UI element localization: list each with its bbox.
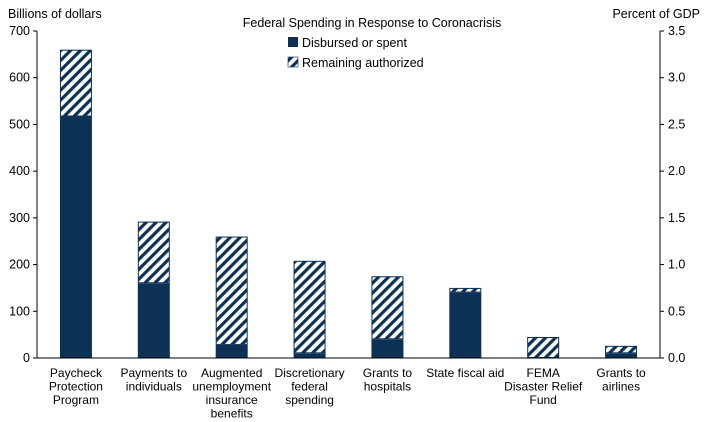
right-axis-ticks: 0.0 0.5 1.0 1.5 2.0 2.5 3.0 3.5 (660, 24, 685, 365)
category-label: Grants to airlines (596, 366, 646, 394)
category-label: FEMA Disaster Relief Fund (504, 366, 583, 407)
bar-remaining (449, 287, 482, 293)
category-label-line: federal (291, 380, 328, 394)
left-tick-label: 0 (23, 351, 30, 365)
category-label-line: airlines (602, 380, 640, 394)
category-label: Discretionary federal spending (275, 366, 345, 407)
bar-disbursed (215, 344, 248, 358)
right-axis-label: Percent of GDP (612, 7, 700, 21)
category-label-line: hospitals (364, 380, 411, 394)
left-axis-ticks: 0 100 200 300 400 500 600 700 (9, 24, 37, 365)
left-tick-label: 300 (9, 211, 30, 225)
bar-disbursed (59, 116, 92, 358)
legend-label-disbursed: Disbursed or spent (302, 36, 407, 50)
category-label-line: Protection (49, 380, 103, 394)
left-tick-label: 700 (9, 24, 30, 38)
bar-disbursed (293, 353, 326, 358)
left-tick-label: 500 (9, 117, 30, 131)
bar-disbursed (371, 339, 404, 358)
left-tick-label: 200 (9, 258, 30, 272)
category-label-line: spending (285, 393, 334, 407)
legend-swatch-remaining (287, 56, 299, 68)
legend: Disbursed or spent Remaining authorized (287, 36, 424, 70)
category-label-line: Disaster Relief (504, 380, 583, 394)
category-label-line: unemployment (192, 380, 271, 394)
category-label: Payments to individuals (120, 366, 187, 394)
category-label-line: Grants to (363, 366, 413, 380)
right-tick-label: 0.5 (668, 304, 685, 318)
category-label: Augmented unemployment insurance benefits (192, 366, 271, 421)
category-label: Paycheck Protection Program (49, 366, 103, 407)
bar-disbursed (449, 292, 482, 358)
category-labels: Paycheck Protection Program Payments to indi… (49, 366, 646, 421)
left-tick-label: 100 (9, 304, 30, 318)
category-label: State fiscal aid (426, 366, 504, 380)
right-tick-label: 2.0 (668, 164, 685, 178)
category-label-line: Discretionary (275, 366, 345, 380)
bar-remaining (293, 260, 326, 354)
left-tick-label: 400 (9, 164, 30, 178)
right-tick-label: 1.0 (668, 258, 685, 272)
bar-remaining (527, 336, 560, 359)
bar-disbursed (605, 353, 638, 358)
bar-remaining (371, 276, 404, 340)
category-label: Grants to hospitals (363, 366, 413, 394)
category-label-line: Grants to (596, 366, 646, 380)
category-label-line: FEMA (527, 366, 560, 380)
category-label-line: individuals (126, 380, 182, 394)
chart-title: Federal Spending in Response to Coronacr… (243, 16, 501, 30)
category-label-line: Augmented (201, 366, 262, 380)
left-axis-label: Billions of dollars (8, 7, 102, 21)
right-tick-label: 0.0 (668, 351, 685, 365)
category-label-line: Program (53, 393, 99, 407)
right-tick-label: 2.5 (668, 117, 685, 131)
category-label-line: Fund (530, 393, 557, 407)
bar-remaining (215, 236, 248, 345)
left-tick-label: 600 (9, 71, 30, 85)
category-label-line: Paycheck (50, 366, 103, 380)
right-tick-label: 3.0 (668, 71, 685, 85)
legend-label-remaining: Remaining authorized (302, 56, 424, 70)
category-label-line: Payments to (120, 366, 187, 380)
category-label-line: insurance (206, 393, 258, 407)
legend-swatch-disbursed (288, 37, 298, 47)
category-label-line: State fiscal aid (426, 366, 504, 380)
right-tick-label: 3.5 (668, 24, 685, 38)
bars (59, 49, 638, 359)
bar-remaining (605, 345, 638, 354)
right-tick-label: 1.5 (668, 211, 685, 225)
bar-remaining (59, 49, 92, 117)
bar-disbursed (137, 283, 170, 358)
category-label-line: benefits (211, 407, 253, 421)
bar-remaining (137, 221, 170, 284)
